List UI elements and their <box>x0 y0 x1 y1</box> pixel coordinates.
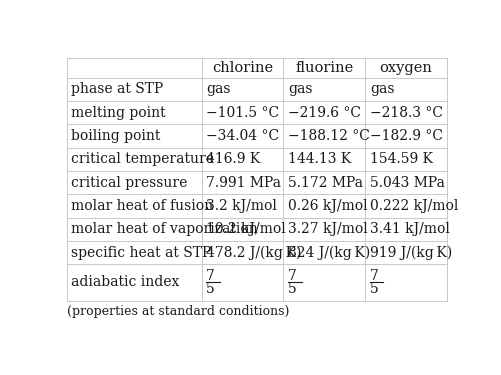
Text: (properties at standard conditions): (properties at standard conditions) <box>67 305 289 318</box>
Text: 7.991 MPa: 7.991 MPa <box>206 176 281 190</box>
Text: 0.26 kJ/mol: 0.26 kJ/mol <box>288 199 368 213</box>
Text: −34.04 °C: −34.04 °C <box>206 129 280 143</box>
Text: molar heat of fusion: molar heat of fusion <box>71 199 213 213</box>
Text: boiling point: boiling point <box>71 129 160 143</box>
Text: fluorine: fluorine <box>295 61 353 75</box>
Text: chlorine: chlorine <box>212 61 273 75</box>
Text: 5: 5 <box>288 282 297 296</box>
Text: −218.3 °C: −218.3 °C <box>370 106 443 120</box>
Text: 0.222 kJ/mol: 0.222 kJ/mol <box>370 199 458 213</box>
Text: critical pressure: critical pressure <box>71 176 187 190</box>
Text: oxygen: oxygen <box>380 61 432 75</box>
Text: −101.5 °C: −101.5 °C <box>206 106 280 120</box>
Text: −182.9 °C: −182.9 °C <box>370 129 443 143</box>
Text: molar heat of vaporization: molar heat of vaporization <box>71 222 258 236</box>
Text: 144.13 K: 144.13 K <box>288 153 351 166</box>
Text: 3.2 kJ/mol: 3.2 kJ/mol <box>206 199 277 213</box>
Text: 7: 7 <box>288 269 297 283</box>
Text: phase at STP: phase at STP <box>71 82 163 96</box>
Text: 478.2 J/(kg K): 478.2 J/(kg K) <box>206 246 302 260</box>
Text: 824 J/(kg K): 824 J/(kg K) <box>288 246 370 260</box>
Text: gas: gas <box>206 82 231 96</box>
Text: specific heat at STP: specific heat at STP <box>71 246 211 260</box>
Text: 7: 7 <box>370 269 379 283</box>
Text: 3.27 kJ/mol: 3.27 kJ/mol <box>288 222 368 236</box>
Text: melting point: melting point <box>71 106 166 120</box>
Text: 10.2 kJ/mol: 10.2 kJ/mol <box>206 222 286 236</box>
Text: 5.172 MPa: 5.172 MPa <box>288 176 363 190</box>
Text: 5: 5 <box>370 282 379 296</box>
Text: gas: gas <box>288 82 313 96</box>
Text: critical temperature: critical temperature <box>71 153 214 166</box>
Text: gas: gas <box>370 82 394 96</box>
Text: 5: 5 <box>206 282 215 296</box>
Text: 154.59 K: 154.59 K <box>370 153 433 166</box>
Text: −188.12 °C: −188.12 °C <box>288 129 370 143</box>
Text: −219.6 °C: −219.6 °C <box>288 106 361 120</box>
Text: 919 J/(kg K): 919 J/(kg K) <box>370 246 452 260</box>
Text: adiabatic index: adiabatic index <box>71 276 179 290</box>
Text: 7: 7 <box>206 269 215 283</box>
Text: 416.9 K: 416.9 K <box>206 153 261 166</box>
Text: 3.41 kJ/mol: 3.41 kJ/mol <box>370 222 450 236</box>
Text: 5.043 MPa: 5.043 MPa <box>370 176 445 190</box>
